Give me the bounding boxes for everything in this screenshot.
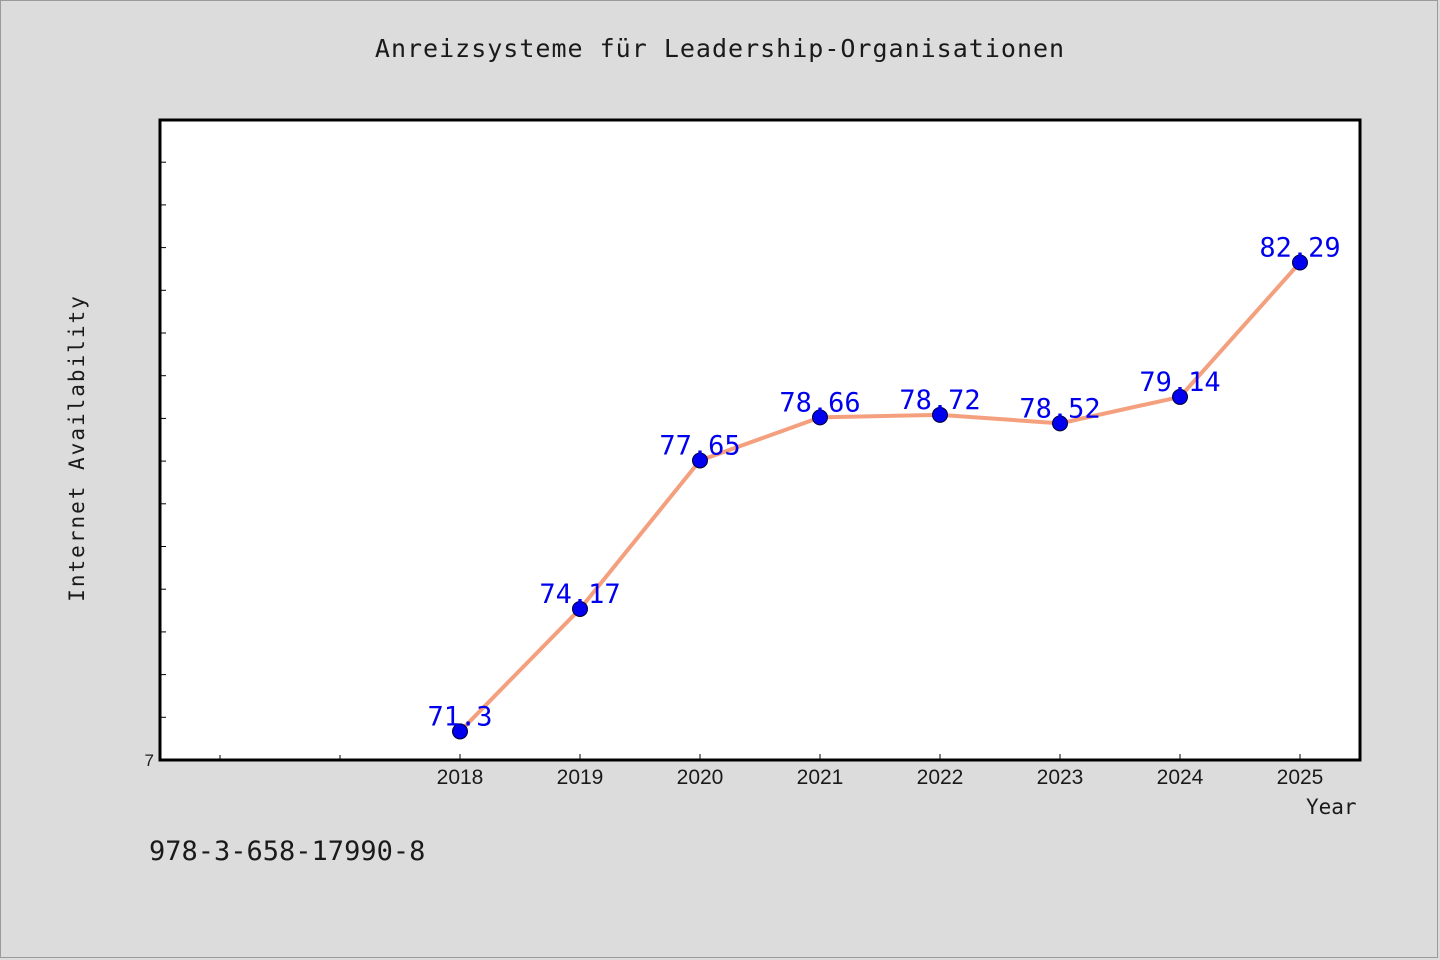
- x-tick-label: 2024: [1157, 766, 1204, 789]
- data-label: 78.66: [779, 387, 860, 418]
- data-point: [1172, 388, 1188, 405]
- data-point: [452, 723, 468, 740]
- data-label: 74.17: [539, 579, 620, 610]
- x-tick-label: 2025: [1277, 766, 1324, 789]
- series-line: [458, 260, 1302, 734]
- data-point: [692, 452, 708, 469]
- x-tick-label: 2019: [557, 766, 604, 789]
- data-label: 77.65: [659, 430, 740, 461]
- data-label: 78.52: [1019, 393, 1100, 424]
- data-label: 71.3: [427, 701, 492, 732]
- isbn-text: 978-3-658-17990-8: [149, 836, 426, 867]
- data-point: [812, 409, 828, 426]
- data-point: [1292, 254, 1308, 271]
- x-axis-label: Year: [1306, 795, 1357, 819]
- chart-title: Anreizsysteme für Leadership-Organisatio…: [374, 34, 1066, 63]
- data-point: [1052, 415, 1068, 432]
- data-point: [932, 406, 948, 423]
- data-label: 79.14: [1139, 367, 1220, 398]
- x-tick-label: 2021: [797, 766, 844, 789]
- y-tick-label: 7: [145, 751, 154, 770]
- data-label: 78.72: [899, 385, 980, 416]
- x-tick-label: 2018: [437, 766, 484, 789]
- x-tick-label: 2022: [917, 766, 964, 789]
- x-tick-label: 2023: [1037, 766, 1084, 789]
- plot-border: [158, 118, 1362, 762]
- x-tick-label: 2020: [677, 766, 724, 789]
- data-label: 82.29: [1259, 233, 1340, 264]
- data-point: [572, 600, 588, 617]
